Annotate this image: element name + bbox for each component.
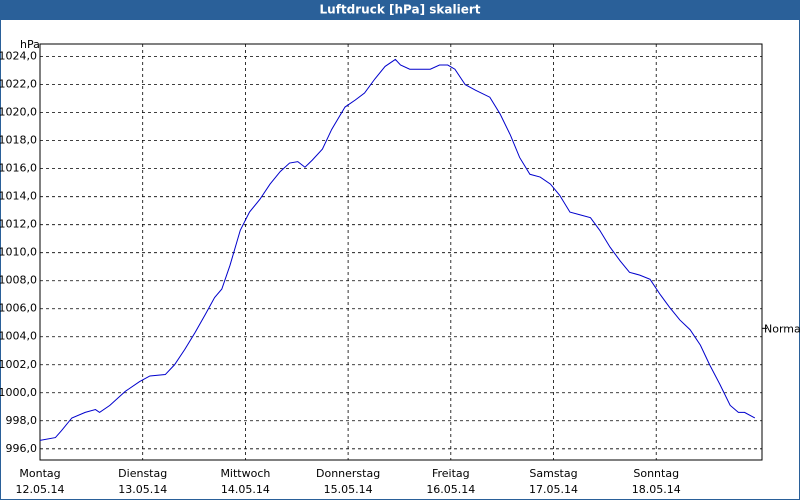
x-tick-label: Sonntag	[633, 467, 679, 480]
x-tick-label: Dienstag	[118, 467, 167, 480]
x-tick-date: 13.05.14	[118, 483, 167, 496]
y-tick-label: 1002,0	[0, 358, 37, 371]
x-tick-date: 15.05.14	[324, 483, 373, 496]
x-tick-label: Freitag	[432, 467, 470, 480]
y-tick-label: 1020,0	[0, 106, 37, 119]
x-tick-label: Mittwoch	[220, 467, 270, 480]
y-tick-label: 996,0	[6, 442, 38, 455]
x-tick-label: Samstag	[529, 467, 577, 480]
y-tick-label: 1008,0	[0, 274, 37, 287]
reference-label: Normal	[764, 322, 800, 335]
y-tick-label: 998,0	[6, 414, 38, 427]
y-unit: hPa	[20, 38, 40, 51]
y-tick-label: 1000,0	[0, 386, 37, 399]
y-tick-label: 1022,0	[0, 78, 37, 91]
title-bar	[0, 0, 800, 20]
x-tick-date: 16.05.14	[426, 483, 475, 496]
x-tick-date: 18.05.14	[632, 483, 681, 496]
y-tick-label: 1004,0	[0, 330, 37, 343]
x-tick-date: 14.05.14	[221, 483, 270, 496]
y-tick-label: 1006,0	[0, 302, 37, 315]
x-tick-date: 12.05.14	[16, 483, 65, 496]
y-tick-label: 1024,0	[0, 50, 37, 63]
x-tick-date: 17.05.14	[529, 483, 578, 496]
line-series	[39, 58, 756, 441]
y-tick-label: 1010,0	[0, 246, 37, 259]
y-tick-label: 1014,0	[0, 190, 37, 203]
x-tick-label: Montag	[19, 467, 60, 480]
x-tick-label: Donnerstag	[316, 467, 380, 480]
chart-title: Luftdruck [hPa] skaliert	[320, 3, 481, 17]
y-tick-label: 1016,0	[0, 162, 37, 175]
plot-area	[39, 43, 763, 461]
y-tick-label: 1012,0	[0, 218, 37, 231]
y-tick-label: 1018,0	[0, 134, 37, 147]
